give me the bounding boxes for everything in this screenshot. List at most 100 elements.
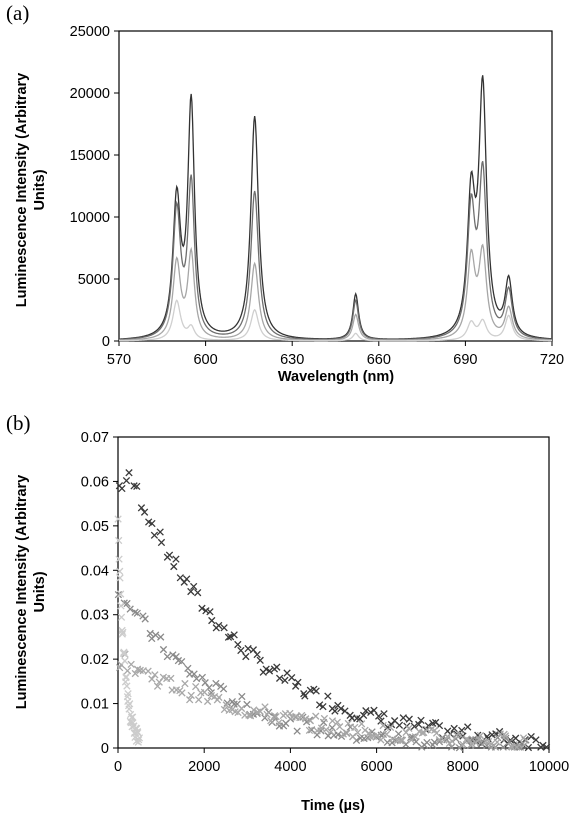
panel-b-ylabel-line-2: Units) bbox=[32, 571, 48, 612]
panel-b-data-point bbox=[118, 484, 126, 493]
panel-b-data-point bbox=[468, 740, 476, 748]
panel-b-data-point bbox=[322, 726, 330, 734]
panel-b-data-point bbox=[192, 674, 201, 683]
panel-b-data-point bbox=[288, 674, 296, 682]
panel-b-data-point bbox=[382, 730, 391, 738]
panel-a-series-line bbox=[118, 75, 553, 340]
panel-b-data-point bbox=[123, 667, 132, 675]
panel-b-ytick-label: 0.02 bbox=[81, 652, 109, 668]
panel-b-data-point bbox=[319, 702, 327, 711]
panel-b-ytick-label: 0.05 bbox=[81, 519, 109, 535]
panel-b-data-point bbox=[294, 678, 302, 687]
panel-b-data-point bbox=[135, 734, 144, 742]
panel-b-data-point bbox=[301, 715, 310, 723]
panel-a-ylabel-line-1: Luminescence Intensity (Arbitrary bbox=[14, 73, 30, 308]
panel-b-data-point bbox=[398, 736, 407, 744]
panel-b-data-point bbox=[377, 736, 385, 744]
panel-b-data-point bbox=[465, 736, 474, 745]
panel-b-data-point bbox=[450, 724, 458, 733]
panel-a-xtick-label: 660 bbox=[367, 352, 391, 368]
panel-b-data-point bbox=[181, 679, 189, 688]
panel-b-data-point bbox=[327, 728, 335, 736]
panel-b-data-point bbox=[124, 690, 132, 698]
panel-b-xlabel: Time (µs) bbox=[301, 798, 365, 814]
panel-b-data-point bbox=[459, 740, 467, 749]
panel-b-data-point bbox=[117, 613, 126, 621]
panel-b-data-point bbox=[324, 692, 332, 700]
panel-b-data-point bbox=[317, 724, 326, 732]
panel-b-data-point bbox=[144, 667, 152, 675]
panel-b-data-point bbox=[226, 633, 235, 641]
panel-b-data-point bbox=[524, 743, 533, 752]
panel-b-data-point bbox=[194, 696, 203, 704]
panel-b-data-point bbox=[301, 692, 309, 700]
panel-b-data-point bbox=[133, 482, 141, 491]
panel-b-data-point bbox=[208, 616, 216, 625]
panel-b-data-point bbox=[133, 609, 141, 617]
panel-b-xtick-label: 2000 bbox=[188, 759, 220, 775]
panel-b-data-point bbox=[281, 676, 289, 684]
panel-b-data-point bbox=[187, 587, 195, 596]
panel-a-xlabel: Wavelength (nm) bbox=[278, 369, 394, 385]
panel-b-data-point bbox=[515, 743, 523, 751]
panel-b-data-point bbox=[198, 604, 206, 612]
panel-b-data-point bbox=[396, 737, 405, 745]
panel-b-data-point bbox=[212, 679, 220, 688]
panel-b-data-point bbox=[146, 629, 154, 638]
panel-b-data-point bbox=[120, 648, 128, 656]
panel-b-data-point bbox=[320, 714, 329, 723]
panel-b-data-point bbox=[183, 575, 191, 583]
panel-a-ytick-label: 25000 bbox=[70, 24, 110, 40]
panel-b-data-point bbox=[157, 633, 165, 641]
panel-b-data-point bbox=[123, 599, 131, 608]
panel-b-data-point bbox=[125, 469, 133, 477]
panel-b-data-point bbox=[394, 730, 403, 738]
panel-b-ytick-label: 0.01 bbox=[81, 697, 109, 713]
panel-b-data-point bbox=[126, 605, 134, 613]
panel-b-data-point bbox=[275, 719, 283, 727]
panel-b-data-point bbox=[230, 631, 238, 639]
panel-b-data-point bbox=[246, 712, 255, 720]
panel-b-data-point bbox=[423, 738, 431, 747]
panel-b-ytick-label: 0.07 bbox=[81, 430, 109, 446]
panel-b-xtick-label: 0 bbox=[114, 759, 122, 775]
panel-b-xtick-label: 4000 bbox=[274, 759, 306, 775]
panel-b-data-point bbox=[122, 673, 130, 681]
panel-b-data-point bbox=[119, 628, 127, 637]
panel-b-data-point bbox=[383, 723, 392, 731]
panel-b-data-point bbox=[114, 590, 123, 599]
panel-b-data-point bbox=[275, 674, 284, 682]
panel-a-ytick-label: 0 bbox=[102, 334, 110, 350]
panel-b-data-point bbox=[263, 710, 271, 719]
panel-b-data-point bbox=[121, 657, 129, 665]
panel-a-marks: 570 600 630 660 690 720 0 5000 10000 15000 20000 25… bbox=[70, 24, 564, 368]
panel-b-data-point bbox=[405, 724, 413, 733]
panel-b-data-point bbox=[159, 645, 168, 654]
panel-b-data-point bbox=[357, 720, 366, 728]
panel-b-data-point bbox=[141, 615, 149, 623]
panel-b-data-point bbox=[399, 714, 407, 722]
panel-b-marks: 0 2000 4000 6000 8000 10000 0 0.01 0.02 0.03 0.04 0… bbox=[81, 430, 569, 775]
panel-b-data-point bbox=[117, 602, 125, 610]
panel-b-data-point bbox=[170, 562, 178, 571]
panel-b-data-point bbox=[215, 693, 223, 702]
panel-b-data-point bbox=[172, 555, 180, 563]
panel-b-data-point bbox=[118, 630, 126, 638]
panel-a-xtick-label: 570 bbox=[107, 352, 131, 368]
panel-a-xtick-label: 720 bbox=[540, 352, 564, 368]
panel-b-data-point bbox=[493, 738, 501, 746]
panel-b-data-point bbox=[367, 708, 375, 717]
panel-b-ytick-label: 0 bbox=[101, 741, 109, 757]
panel-b-data-point bbox=[157, 538, 166, 547]
panel-b-data-point bbox=[331, 707, 339, 715]
panel-b-data-point bbox=[380, 710, 388, 718]
panel-b-data-point bbox=[256, 656, 264, 664]
panel-b-data-point bbox=[375, 712, 383, 720]
panel-b-data-point bbox=[198, 673, 207, 682]
panel-b-data-point bbox=[435, 738, 444, 746]
panel-b-data-point bbox=[126, 700, 134, 708]
panel-b-ytick-label: 0.03 bbox=[81, 608, 109, 624]
panel-b-data-point bbox=[499, 743, 507, 751]
panel-b-data-point bbox=[200, 688, 209, 696]
